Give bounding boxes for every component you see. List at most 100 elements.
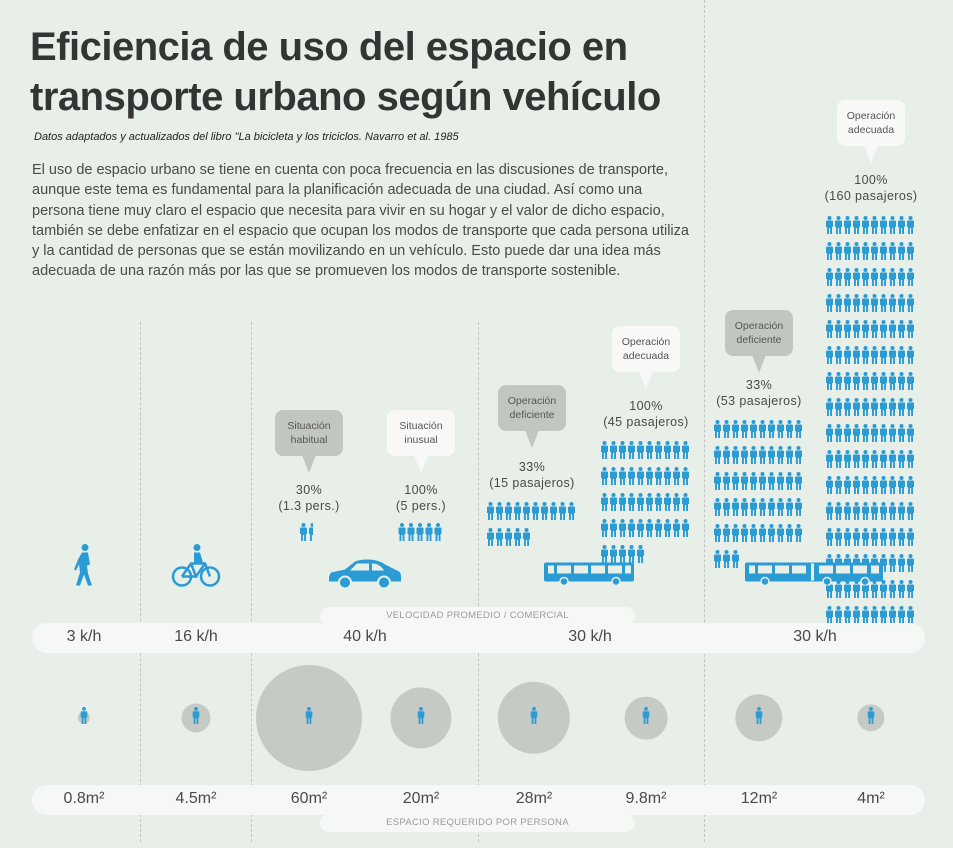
person-icon (628, 519, 637, 542)
person-icon (907, 216, 916, 239)
person-icon (610, 493, 619, 516)
person-icon (425, 523, 435, 546)
person-icon (714, 550, 723, 573)
person-icon (853, 372, 862, 395)
title-line-2: transporte urbano según vehículo (30, 75, 661, 119)
person-icon (637, 441, 646, 464)
occupancy-percent: 33% (745, 378, 773, 392)
speech-bubble: Operación adecuada (612, 326, 680, 389)
person-icon (487, 502, 496, 525)
person-icon (835, 346, 844, 369)
person-icon (871, 476, 880, 499)
bubble-text-line: deficiente (736, 334, 782, 346)
person-icon (907, 398, 916, 421)
person-icon (853, 528, 862, 551)
person-icon (723, 446, 732, 469)
person-icon (777, 420, 786, 443)
person-icon (601, 441, 610, 464)
divider (478, 322, 479, 842)
bus-icon (544, 562, 636, 591)
person-icon (601, 519, 610, 542)
person-icon (907, 268, 916, 291)
person-icon (759, 420, 768, 443)
person-icon (655, 467, 664, 490)
title-line-1: Eficiencia de uso del espacio en (30, 25, 628, 69)
person-icon (844, 606, 853, 629)
person-icon (862, 528, 871, 551)
person-icon (714, 498, 723, 521)
person-icon (889, 606, 898, 629)
person-icon (732, 524, 741, 547)
occupancy-percent: 100% (854, 173, 888, 187)
person-icon (835, 320, 844, 343)
person-icon (835, 450, 844, 473)
person-icon (532, 502, 541, 525)
person-icon (407, 523, 417, 546)
person-icon (768, 420, 777, 443)
person-icon (619, 441, 628, 464)
person-icon (889, 502, 898, 525)
person-icon (768, 472, 777, 495)
person-icon (853, 606, 862, 629)
person-icon (871, 606, 880, 629)
person-icon (646, 441, 655, 464)
person-icon (759, 524, 768, 547)
person-icon (862, 450, 871, 473)
person-icon (889, 398, 898, 421)
person-icon (826, 398, 835, 421)
person-icon (673, 467, 682, 490)
space-value: 12m² (740, 790, 778, 807)
person-icon (889, 554, 898, 577)
person-icon (732, 550, 741, 573)
person-icon (898, 346, 907, 369)
person-icon (786, 446, 795, 469)
person-icon (682, 441, 691, 464)
speech-bubble: Operación deficiente (725, 310, 793, 373)
person-icon (664, 441, 673, 464)
person-icon (835, 528, 844, 551)
person-icon (871, 294, 880, 317)
person-icon (871, 372, 880, 395)
person-icon (826, 502, 835, 525)
space-value: 4.5m² (175, 790, 217, 807)
person-icon (835, 424, 844, 447)
person-icon (664, 493, 673, 516)
person-icon (844, 450, 853, 473)
person-icon (750, 446, 759, 469)
person-icon (880, 216, 889, 239)
speech-bubble: Situación inusual (387, 410, 455, 473)
person-icon (880, 346, 889, 369)
person-icon (682, 519, 691, 542)
person-icon (871, 528, 880, 551)
person-icon (750, 472, 759, 495)
person-icon (723, 524, 732, 547)
people-grid (601, 441, 691, 568)
person-icon (417, 707, 425, 729)
person-icon (768, 498, 777, 521)
person-icon (871, 450, 880, 473)
people-grid (300, 523, 318, 546)
space-value: 9.8m² (625, 790, 667, 807)
person-icon (755, 707, 763, 729)
person-icon (768, 446, 777, 469)
person-icon (826, 346, 835, 369)
pedestrian-icon (73, 544, 95, 593)
person-icon (862, 424, 871, 447)
person-icon (889, 216, 898, 239)
person-icon (759, 472, 768, 495)
person-icon (610, 441, 619, 464)
bubble-text-line: habitual (290, 434, 328, 446)
person-icon (714, 420, 723, 443)
person-icon (898, 424, 907, 447)
person-icon (795, 472, 804, 495)
person-icon (880, 242, 889, 265)
person-icon (619, 519, 628, 542)
person-icon (741, 498, 750, 521)
person-icon (795, 446, 804, 469)
person-icon (550, 502, 559, 525)
person-icon (871, 268, 880, 291)
person-icon (673, 519, 682, 542)
bubble-text-line: Operación (507, 395, 557, 407)
person-icon (795, 420, 804, 443)
occupancy-percent: 100% (404, 483, 438, 497)
